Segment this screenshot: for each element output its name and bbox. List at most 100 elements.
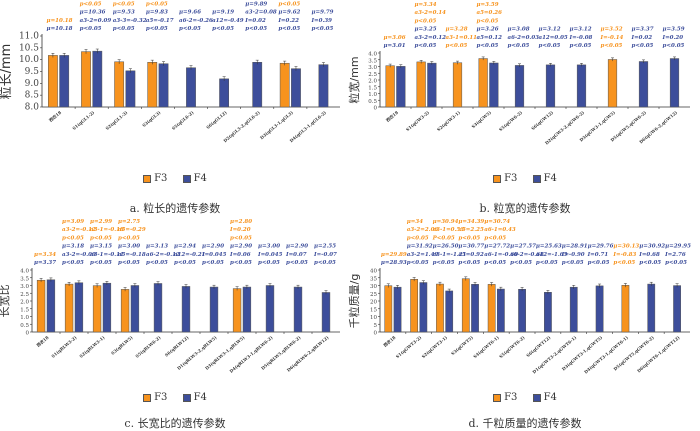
y-tick-label: 3.0 (368, 65, 377, 71)
annotation-text: p<0.05 (113, 1, 135, 7)
legend-label-f3: F3 (154, 392, 168, 403)
annotation-text: a5=2.25 (458, 227, 484, 233)
annotation-text: μ=3.13 (146, 244, 168, 250)
bar-f4 (130, 285, 140, 333)
annotation-text: p<0.05 (118, 235, 140, 241)
x-tick-label: S3(qGL3) (141, 110, 161, 128)
bar-f3 (487, 284, 496, 333)
y-tick-label: 30 (370, 284, 377, 290)
annotation-text: μ=10.18 (47, 26, 73, 32)
chart-svg-grain-width: 00.51.01.52.02.53.03.54.0 粒宽/mm 西农18 μ=3.06… (347, 2, 690, 146)
annotation-text: μ=30.13 (613, 244, 639, 250)
x-tick-label: D4(qGWT3-1,qGWT6-1) (583, 335, 629, 375)
annotation-text: p<0.05 (433, 260, 455, 266)
annotation-text: μ=29.89 (381, 252, 407, 258)
bar-f3 (232, 288, 242, 333)
annotation-text: μ=27.57 (510, 244, 536, 250)
legend-label-f3: F3 (504, 173, 518, 184)
annotation-text: μ=9.66 (179, 10, 201, 16)
annotation-text: a3-2=0.14 (415, 10, 447, 16)
bar-f4 (293, 286, 303, 333)
bar-f3 (436, 283, 444, 333)
annotation-text: μ=9.53 (113, 10, 135, 16)
annotation-text: I=0.045 (257, 252, 283, 258)
bar-f4 (673, 285, 681, 333)
y-axis-label: 粒长/mm (0, 44, 14, 100)
annotation-text: μ=31.92 (407, 244, 433, 250)
annotation-text: p<0.05 (314, 260, 336, 266)
bar-f3 (385, 65, 395, 108)
annotation-text: p<0.05 (484, 235, 506, 241)
annotation-text: p<0.05 (245, 26, 267, 32)
chart-panel-thousand-grain-weight: 0 5 10 15 20 25 30 35 40 千粒质量/g 西农18 μ=29.89 μ=28.93… (347, 215, 700, 430)
annotation-text: p<0.05 (146, 1, 168, 7)
bar-f4 (102, 282, 112, 333)
x-tick-label: S1(qGL1-2) (71, 110, 95, 131)
bar-f4 (158, 63, 169, 108)
annotation-text: p<0.05 (174, 260, 196, 266)
y-tick-label: 40 (370, 269, 377, 275)
y-tick-label: 0.5 (20, 323, 29, 329)
legend-label-f3: F3 (504, 392, 518, 403)
legend-item-f3: F3 (143, 173, 167, 184)
bar-f4 (265, 285, 275, 333)
annotation-text: I=-0.90 (561, 252, 585, 258)
y-tick-label: 11.0 (19, 32, 39, 42)
annotation-text: μ=3.25 (415, 27, 437, 33)
chart-caption: c. 长宽比的遗传参数 (124, 417, 226, 430)
annotation-text: a6-2=-0.12 (146, 252, 180, 258)
annotation-text: a6-1=0.43 (484, 227, 516, 233)
annotation-text: p<0.05 (665, 260, 687, 266)
legend-item-f3: F3 (143, 392, 167, 403)
y-tick-label: 1.0 (20, 315, 29, 321)
annotation-text: μ=10.36 (80, 10, 106, 16)
annotation-text: p<0.05 (536, 260, 558, 266)
annotation-text: p<0.05 (80, 1, 102, 7)
annotation-text: a3-1=-1.21 (433, 252, 467, 258)
bar-f3 (384, 285, 393, 333)
y-tick-label: 0.5 (368, 99, 377, 105)
annotation-text: p<0.05 (415, 18, 437, 24)
bar-f3 (478, 58, 488, 108)
annotation-text: I=0.045 (201, 252, 227, 258)
annotation-text: I=0.20 (229, 227, 251, 233)
bar-f3 (621, 285, 630, 333)
x-tick-label: S4(qGWT6-1) (472, 335, 500, 359)
x-tick-label: S3(qGW5) (471, 110, 493, 129)
annotation-text: μ=2.94 (174, 244, 196, 250)
x-tick-label: 西农18 (35, 334, 50, 349)
annotation-text: a3-2=0.09 (80, 18, 112, 24)
annotation-text: p<0.05 (278, 1, 300, 7)
annotation-text: a3-2=-0.12 (62, 227, 96, 233)
legend-swatch-f4 (532, 393, 541, 402)
legend-label-f4: F4 (543, 392, 557, 403)
annotation-text: p<0.05 (90, 235, 112, 241)
y-tick-label: 10.0 (19, 55, 39, 65)
annotation-text: a3-1=-0.11 (90, 252, 124, 258)
annotation-text: p<0.05 (446, 43, 468, 49)
y-tick-label: 3.5 (368, 58, 377, 64)
annotation-text: μ=9.19 (212, 10, 234, 16)
annotation-text: P<0.05 (432, 235, 455, 241)
legend-swatch-f4 (532, 174, 541, 183)
y-tick-label: 5 (374, 323, 378, 329)
x-tick-label: S1(qGWT3-2) (395, 335, 423, 359)
annotation-text: μ=3.00 (118, 244, 140, 250)
annotation-text: p<0.05 (146, 260, 168, 266)
annotation-text: μ=3.06 (384, 35, 406, 41)
legend-label-f4: F4 (193, 173, 207, 184)
legend-swatch-f3 (493, 174, 502, 183)
annotation-text: a3-1=-0.18 (90, 227, 124, 233)
annotation-text: a3-2=0.12 (415, 35, 447, 41)
y-tick-label: 3.0 (20, 284, 29, 290)
annotation-text: a3-1=0.11 (446, 35, 478, 41)
legend-swatch-f4 (182, 393, 191, 402)
bar-f4 (252, 62, 263, 108)
annotation-text: p<0.05 (601, 43, 623, 49)
legend-item-f4: F4 (532, 392, 557, 403)
bar-f4 (544, 292, 552, 333)
annotation-text: μ=2.99 (90, 219, 112, 225)
annotation-text: I=0.20 (662, 35, 684, 41)
y-tick-label: 10.5 (19, 43, 39, 53)
annotation-text: μ=2.80 (230, 219, 252, 225)
